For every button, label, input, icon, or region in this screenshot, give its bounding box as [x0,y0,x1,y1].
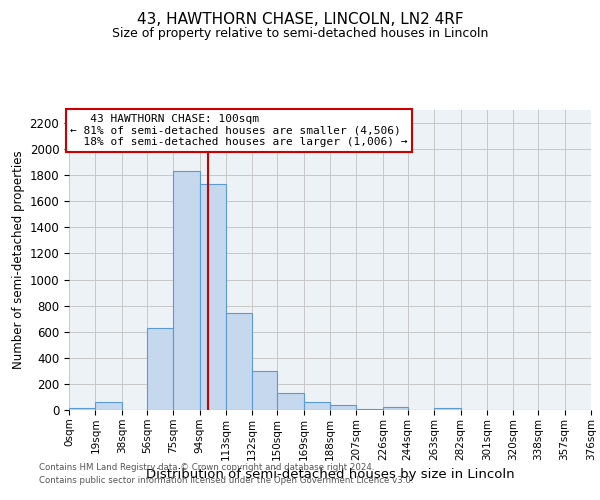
Bar [277,393,304,410]
Text: Contains HM Land Registry data © Crown copyright and database right 2024.: Contains HM Land Registry data © Crown c… [39,464,374,472]
Bar [147,328,173,410]
Bar [252,371,277,410]
Bar [95,402,122,410]
Bar [173,172,199,410]
Bar [330,405,356,410]
Bar [226,314,252,410]
X-axis label: Distribution of semi-detached houses by size in Lincoln: Distribution of semi-detached houses by … [146,468,514,481]
Text: 43, HAWTHORN CHASE, LINCOLN, LN2 4RF: 43, HAWTHORN CHASE, LINCOLN, LN2 4RF [137,12,463,28]
Y-axis label: Number of semi-detached properties: Number of semi-detached properties [13,150,25,370]
Text: 43 HAWTHORN CHASE: 100sqm
← 81% of semi-detached houses are smaller (4,506)
  18: 43 HAWTHORN CHASE: 100sqm ← 81% of semi-… [70,114,408,147]
Bar [304,402,330,410]
Bar [199,184,226,410]
Text: Contains public sector information licensed under the Open Government Licence v3: Contains public sector information licen… [39,476,413,485]
Bar [69,408,95,410]
Bar [434,408,461,410]
Text: Size of property relative to semi-detached houses in Lincoln: Size of property relative to semi-detach… [112,28,488,40]
Bar [383,408,408,410]
